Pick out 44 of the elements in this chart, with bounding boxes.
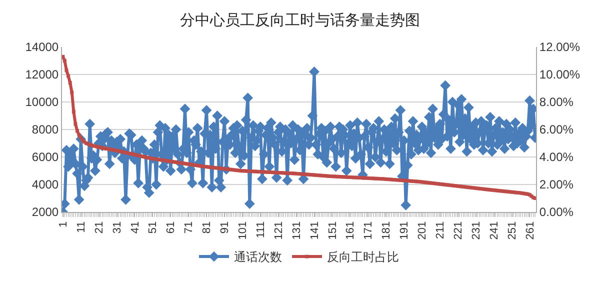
y-tick-label: 4000	[32, 178, 59, 192]
x-tick-label: 101	[237, 221, 250, 240]
y-tick-label: 14000	[25, 40, 59, 54]
x-tick-label: 241	[488, 221, 500, 240]
y-tick-label: 10000	[25, 95, 59, 110]
legend-label: 通话次数	[234, 250, 282, 264]
x-tick-label: 191	[398, 221, 411, 240]
x-tick-label: 51	[147, 221, 160, 234]
y2-tick-label: 10.00%	[539, 68, 580, 82]
x-tick-label: 91	[219, 221, 232, 234]
x-tick-label: 1	[57, 221, 70, 228]
y-tick-label: 6000	[32, 150, 59, 164]
y-tick-label: 12000	[25, 68, 59, 82]
x-tick-label: 221	[452, 221, 464, 240]
x-tick-label: 41	[129, 221, 142, 234]
y2-tick-label: 2.00%	[539, 178, 574, 192]
x-tick-label: 151	[326, 221, 339, 240]
x-tick-label: 11	[75, 221, 88, 233]
y2-tick-label: 8.00%	[539, 95, 574, 110]
x-tick-label: 21	[93, 221, 106, 234]
x-tick-label: 201	[416, 221, 429, 240]
y2-tick-label: 4.00%	[539, 150, 574, 164]
x-tick-label: 251	[506, 221, 518, 240]
x-tick-label: 211	[434, 221, 447, 239]
x-tick-label: 61	[165, 221, 178, 234]
x-tick-label: 121	[272, 221, 285, 240]
x-tick-label: 131	[290, 221, 303, 240]
y-tick-label: 8000	[32, 122, 59, 137]
x-tick-label: 111	[254, 221, 267, 238]
legend-label: 反向工时占比	[327, 250, 399, 264]
x-tick-label: 141	[308, 221, 321, 240]
y2-tick-label: 12.00%	[539, 40, 580, 54]
x-tick-label: 171	[362, 221, 375, 240]
x-tick-label: 81	[201, 221, 214, 234]
x-tick-label: 161	[344, 221, 357, 240]
x-tick-label: 31	[111, 221, 124, 234]
y2-tick-label: 0.00%	[539, 205, 574, 220]
x-tick-label: 71	[183, 221, 196, 234]
x-tick-label: 261	[524, 221, 536, 240]
y2-tick-label: 6.00%	[539, 122, 574, 137]
x-tick-label: 231	[470, 221, 482, 240]
chart-title: 分中心员工反向工时与话务量走势图	[180, 12, 420, 30]
x-tick-label: 181	[380, 221, 393, 240]
y-tick-label: 2000	[32, 205, 59, 220]
